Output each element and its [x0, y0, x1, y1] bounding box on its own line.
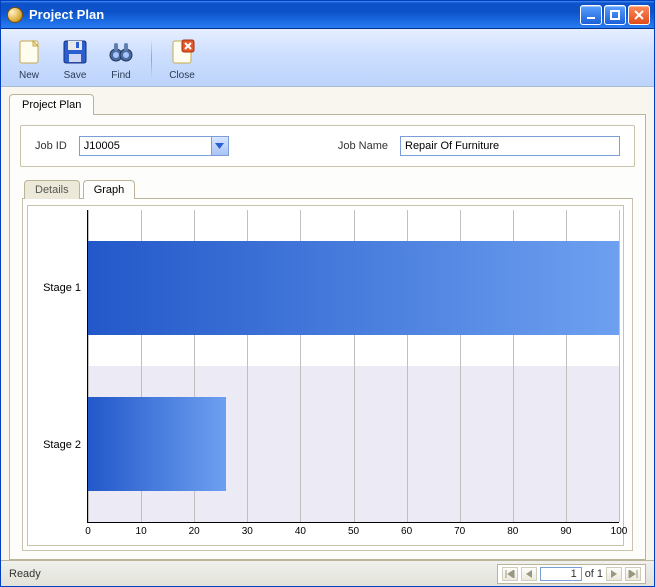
toolbar: New Save: [1, 29, 654, 87]
toolbar-label: Find: [111, 70, 130, 81]
close-doc-icon: [166, 36, 198, 68]
pager-sep: of: [585, 568, 594, 580]
x-axis: 0102030405060708090100: [88, 523, 619, 541]
plot-area: [88, 210, 619, 523]
find-button[interactable]: Find: [101, 33, 141, 84]
tab-label: Project Plan: [22, 99, 81, 111]
main-panel: Job ID J10005 Job Name Repair Of Furnitu…: [9, 114, 646, 560]
chevron-down-icon: [211, 137, 228, 155]
next-page-button[interactable]: [606, 567, 622, 581]
window-close-button[interactable]: [628, 5, 650, 25]
x-tick-label: 90: [560, 526, 571, 537]
gridline: [619, 210, 620, 522]
x-tick-label: 0: [85, 526, 91, 537]
titlebar[interactable]: Project Plan: [1, 1, 654, 29]
bar: [88, 397, 226, 491]
floppy-icon: [59, 36, 91, 68]
x-tick-label: 50: [348, 526, 359, 537]
tab-label: Details: [35, 184, 69, 196]
x-tick-label: 30: [242, 526, 253, 537]
x-tick-label: 60: [401, 526, 412, 537]
x-tick-label: 100: [611, 526, 628, 537]
job-id-select[interactable]: J10005: [79, 136, 229, 156]
tab-details[interactable]: Details: [24, 180, 80, 199]
window-title: Project Plan: [29, 7, 104, 22]
close-button[interactable]: Close: [162, 33, 202, 84]
chart: Stage 1Stage 2 0102030405060708090100: [27, 205, 624, 546]
page-input[interactable]: 1: [540, 567, 582, 581]
chart-panel: Stage 1Stage 2 0 10 20 30 40 50 60 70 80 90 100: [22, 198, 633, 551]
toolbar-label: New: [19, 70, 39, 81]
maximize-button[interactable]: [604, 5, 626, 25]
pager: 1 of 1: [497, 564, 646, 584]
status-text: Ready: [9, 568, 41, 580]
content-area: Project Plan Job ID J10005 Job Name Repa…: [1, 87, 654, 560]
toolbar-label: Close: [169, 70, 195, 81]
tab-project-plan[interactable]: Project Plan: [9, 94, 94, 115]
job-row: Job ID J10005 Job Name Repair Of Furnitu…: [20, 125, 635, 167]
save-button[interactable]: Save: [55, 33, 95, 84]
statusbar: Ready 1 of 1: [1, 560, 654, 586]
y-category-label: Stage 2: [32, 367, 87, 524]
prev-page-button[interactable]: [521, 567, 537, 581]
file-new-icon: [13, 36, 45, 68]
window-root: Project Plan New: [0, 0, 655, 587]
job-name-label: Job Name: [338, 140, 388, 152]
toolbar-label: Save: [64, 70, 87, 81]
tab-graph[interactable]: Graph: [83, 180, 136, 199]
new-button[interactable]: New: [9, 33, 49, 84]
app-icon: [7, 7, 23, 23]
x-tick-label: 40: [295, 526, 306, 537]
pager-total: 1: [597, 568, 603, 580]
y-category-label: Stage 1: [32, 210, 87, 367]
job-id-label: Job ID: [35, 140, 67, 152]
job-name-field[interactable]: Repair Of Furniture: [400, 136, 620, 156]
bar: [88, 241, 619, 335]
x-tick-label: 70: [454, 526, 465, 537]
job-id-value: J10005: [84, 140, 120, 152]
x-tick-label: 10: [136, 526, 147, 537]
minimize-button[interactable]: [580, 5, 602, 25]
last-page-button[interactable]: [625, 567, 641, 581]
toolbar-separator: [151, 39, 152, 79]
tab-label: Graph: [94, 184, 125, 196]
binoculars-icon: [105, 36, 137, 68]
page-current: 1: [571, 568, 577, 580]
y-axis: Stage 1Stage 2: [32, 210, 88, 523]
job-name-value: Repair Of Furniture: [405, 140, 499, 152]
x-tick-label: 80: [507, 526, 518, 537]
first-page-button[interactable]: [502, 567, 518, 581]
x-tick-label: 20: [189, 526, 200, 537]
